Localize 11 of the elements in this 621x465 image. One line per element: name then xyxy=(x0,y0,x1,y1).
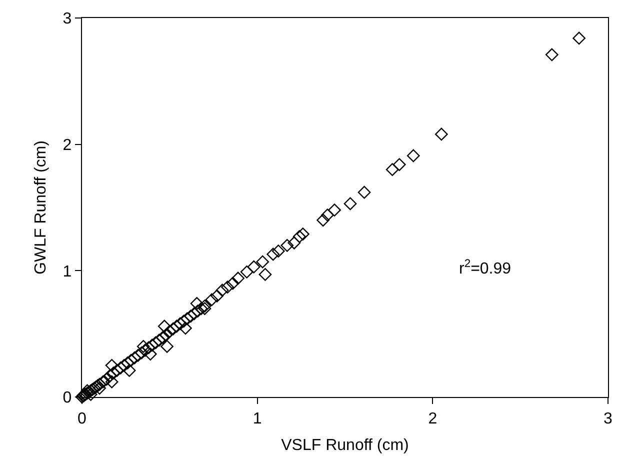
x-tick-label: 1 xyxy=(252,410,262,428)
annotation: r$^{2}$=0.99 xyxy=(459,258,512,278)
y-tick-label: 3 xyxy=(62,10,72,28)
y-axis-title: GWLF Runoff (cm) xyxy=(32,140,50,274)
x-tick-label: 3 xyxy=(604,410,613,428)
y-tick-label: 1 xyxy=(62,263,72,280)
x-tick-label: 0 xyxy=(78,410,87,428)
x-tick-label: 2 xyxy=(428,410,438,428)
x-axis-title: VSLF Runoff (cm) xyxy=(281,437,409,454)
y-tick-label: 0 xyxy=(62,390,72,407)
y-tick-label: 2 xyxy=(62,136,72,154)
